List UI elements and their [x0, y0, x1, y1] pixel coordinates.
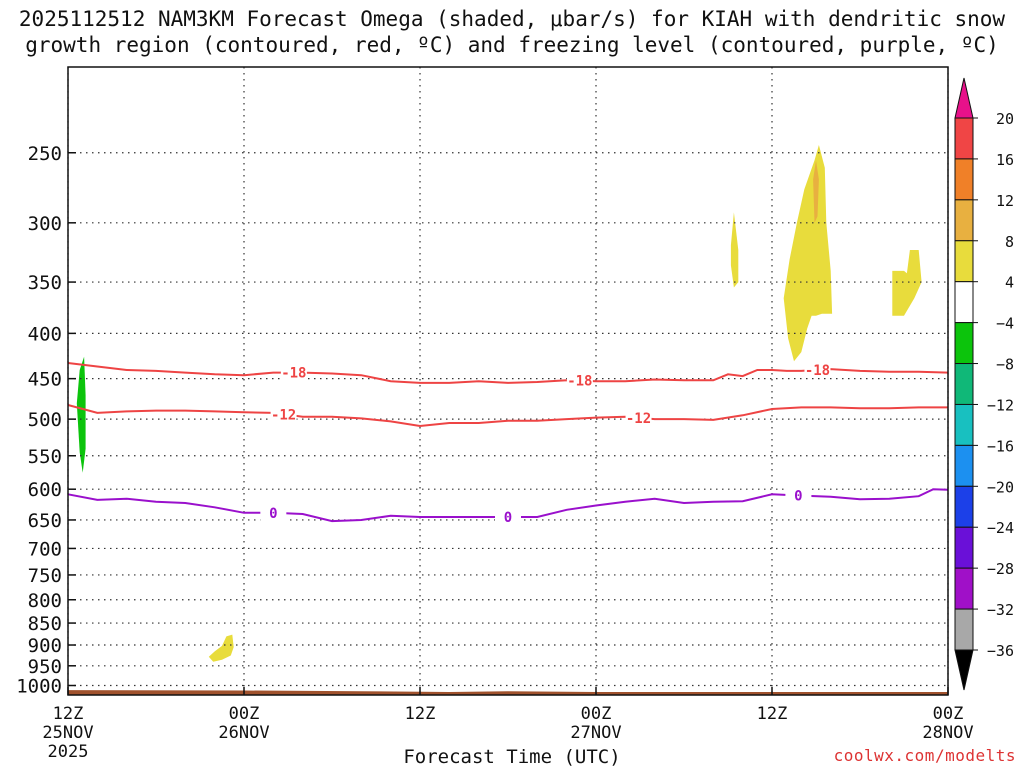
terrain-area — [68, 690, 948, 695]
x-tick-label-24-0: 12Z — [405, 704, 436, 724]
y-tick-label-750: 750 — [28, 565, 62, 587]
temperature-contours: -18 -18 -18 -12 -12 0 0 0 — [67, 361, 949, 526]
contour-line--12 — [67, 404, 948, 428]
colorbar-label-5: −4 — [996, 315, 1014, 333]
colorbar-label-6: −8 — [996, 356, 1014, 374]
colorbar: 20 16 12 8 4 −4 −8 −12 −16 −20 −24 −28 −32 −36 — [954, 77, 1014, 691]
contour-label-bg--12-0 — [270, 406, 297, 423]
colorbar-label-3: 8 — [1005, 233, 1014, 251]
y-tick-label-400: 400 — [28, 323, 62, 345]
colorbar-cell-6 — [954, 322, 974, 365]
colorbar-label-10: −24 — [987, 519, 1014, 537]
colorbar-label-0: 20 — [996, 110, 1014, 128]
x-tick-label-60-0: 00Z — [933, 704, 964, 724]
colorbar-cell-3 — [954, 199, 974, 242]
y-tick-label-900: 900 — [28, 635, 62, 657]
contour-label-bg-0-1 — [495, 508, 521, 525]
colorbar-label-2: 12 — [996, 192, 1014, 210]
contour-label-bg-0-2 — [785, 487, 812, 504]
contour-label--12-1: -12 — [626, 411, 651, 427]
x-tick-label-0-1: 25NOV — [42, 723, 93, 743]
x-tick-label-36-1: 27NOV — [570, 723, 621, 743]
x-tick-label-12-1: 26NOV — [218, 723, 269, 743]
x-axis-title: Forecast Time (UTC) — [403, 746, 621, 768]
colorbar-cell-5 — [954, 281, 974, 324]
y-tick-label-450: 450 — [28, 369, 62, 391]
contour-label-0-2: 0 — [794, 488, 802, 504]
y-tick-label-300: 300 — [28, 213, 62, 235]
omega-shade-region-2 — [730, 212, 739, 288]
y-tick-label-500: 500 — [28, 409, 62, 431]
contour-line--18 — [67, 362, 949, 384]
omega-shade-region-5 — [813, 160, 819, 223]
colorbar-bottom-arrow — [954, 649, 974, 691]
contour-label-0-0: 0 — [269, 506, 277, 522]
colorbar-label-4: 4 — [1005, 274, 1014, 292]
y-tick-label-350: 350 — [28, 272, 62, 294]
colorbar-cell-4 — [954, 240, 974, 283]
colorbar-cell-12 — [954, 567, 974, 610]
colorbar-label-1: 16 — [996, 151, 1014, 169]
contour-label--18-0: -18 — [281, 366, 306, 382]
axes: 2503003504004505005506006507007508008509… — [16, 66, 974, 762]
colorbar-cell-13 — [954, 608, 974, 651]
x-tick-label-0-0: 12Z — [53, 704, 84, 724]
contour-label-0-1: 0 — [504, 510, 512, 526]
chart-title-line1: 2025112512 NAM3KM Forecast Omega (shaded… — [18, 7, 1006, 31]
omega-shade-region-4 — [892, 250, 922, 316]
colorbar-cell-9 — [954, 444, 974, 487]
contour-label-bg-0-0 — [260, 504, 287, 521]
y-tick-label-950: 950 — [28, 656, 62, 678]
colorbar-cell-10 — [954, 485, 974, 528]
y-tick-label-550: 550 — [28, 446, 62, 468]
omega-shade-region-0 — [76, 356, 86, 473]
contour-label--18-2: -18 — [805, 363, 830, 379]
colorbar-cell-1 — [954, 117, 974, 160]
colorbar-cell-7 — [954, 363, 974, 405]
omega-shade-region-1 — [208, 634, 234, 662]
y-tick-label-700: 700 — [28, 538, 62, 560]
chart-title-line2: growth region (contoured, red, ºC) and f… — [25, 33, 999, 57]
contour-label-bg--18-1 — [566, 372, 593, 389]
omega-shaded-regions — [76, 145, 922, 662]
x-tick-label-48-0: 12Z — [757, 704, 788, 724]
contour-label-bg--18-2 — [804, 361, 831, 378]
y-tick-label-650: 650 — [28, 510, 62, 532]
colorbar-cell-2 — [954, 158, 974, 201]
colorbar-label-11: −28 — [987, 560, 1014, 578]
y-tick-label-250: 250 — [28, 143, 62, 165]
y-tick-label-600: 600 — [28, 479, 62, 501]
colorbar-cell-8 — [954, 403, 974, 446]
contour-label-bg--12-1 — [625, 409, 652, 426]
x-tick-label-0-2: 2025 — [48, 742, 89, 762]
y-tick-label-850: 850 — [28, 613, 62, 635]
colorbar-label-9: −20 — [987, 478, 1014, 496]
colorbar-top-arrow — [954, 77, 974, 119]
colorbar-cell-11 — [954, 526, 974, 569]
credit-link[interactable]: coolwx.com/modelts — [833, 746, 1016, 765]
colorbar-label-13: −36 — [987, 642, 1014, 660]
omega-shade-region-3 — [783, 145, 833, 362]
colorbar-label-12: −32 — [987, 601, 1014, 619]
contour-label--12-0: -12 — [271, 407, 296, 423]
contour-line-0 — [67, 488, 949, 523]
contour-label--18-1: -18 — [567, 374, 592, 390]
x-tick-label-36-0: 00Z — [581, 704, 612, 724]
x-tick-label-60-1: 28NOV — [922, 723, 973, 743]
colorbar-label-7: −12 — [987, 396, 1014, 414]
y-tick-label-1000: 1000 — [16, 676, 62, 698]
chart-title: 2025112512 NAM3KM Forecast Omega (shaded… — [0, 6, 1024, 58]
colorbar-label-8: −16 — [987, 437, 1014, 455]
plot-frame — [67, 66, 949, 696]
y-tick-label-800: 800 — [28, 590, 62, 612]
x-tick-label-12-0: 00Z — [229, 704, 260, 724]
contour-label-bg--18-0 — [280, 364, 307, 381]
terrain-fill — [68, 690, 948, 695]
